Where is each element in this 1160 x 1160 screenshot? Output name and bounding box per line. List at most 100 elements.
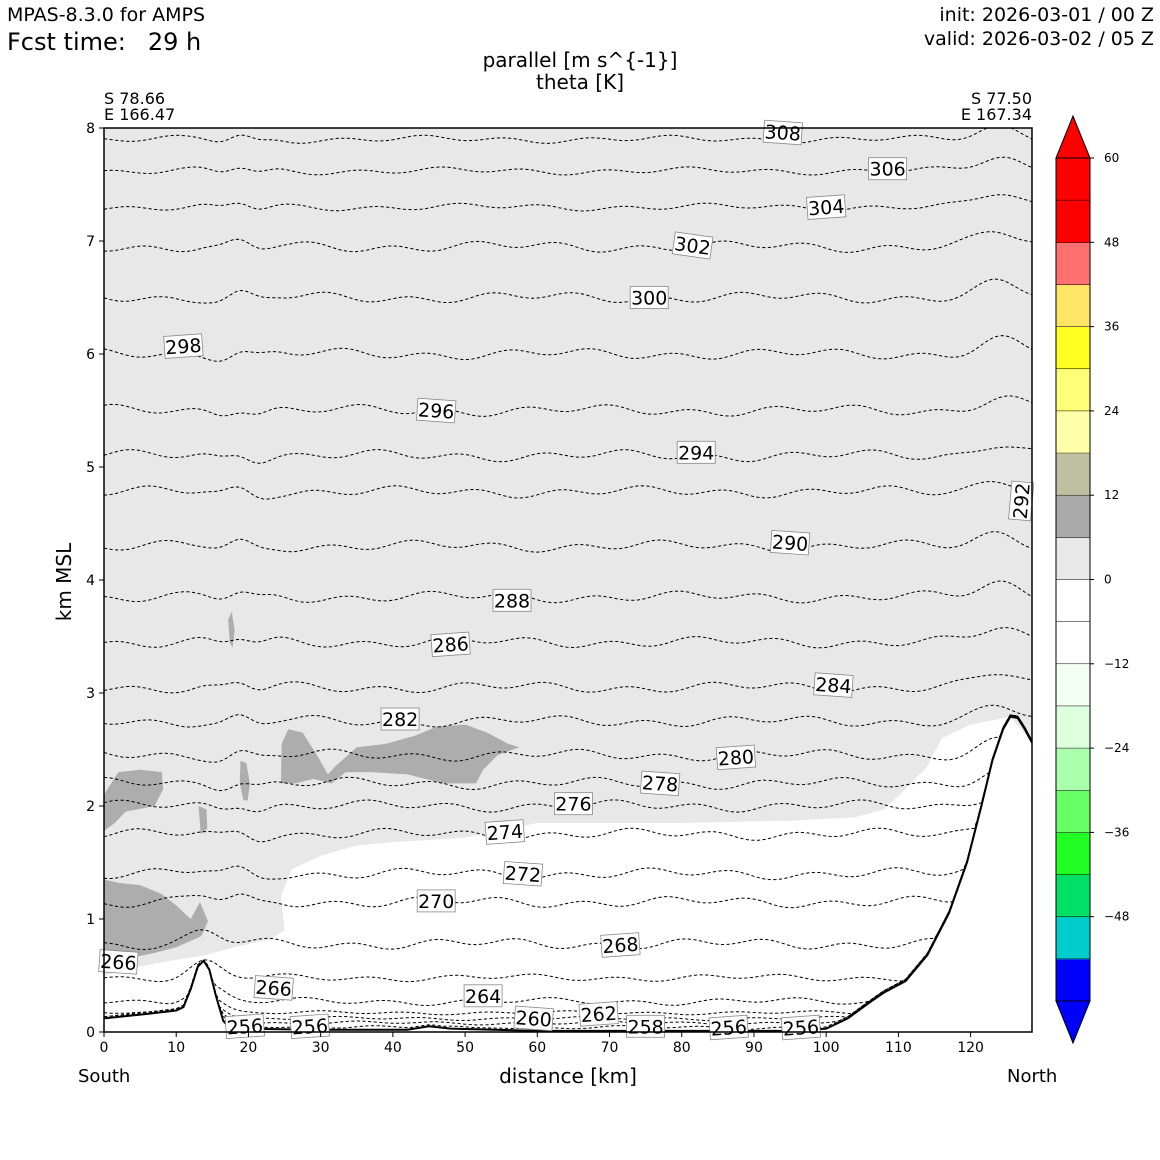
theta-label-300-0: 300 [629, 286, 669, 310]
theta-label-258-0: 258 [626, 1014, 665, 1038]
colorbar-tick-label: −36 [1104, 825, 1129, 839]
theta-contour-302 [104, 231, 1032, 253]
theta-contour-274 [104, 714, 1032, 843]
theta-label-260-0: 260 [513, 1005, 554, 1032]
terrain-line [104, 715, 1032, 1032]
theta-label-box [639, 770, 681, 797]
theta-label-262-0: 262 [578, 1001, 619, 1027]
theta-label-text: 308 [764, 121, 802, 145]
theta-label-text: 260 [515, 1007, 553, 1031]
theta-label-text: 284 [814, 674, 852, 698]
theta-label-298-0: 298 [163, 333, 204, 359]
theta-label-box [554, 792, 593, 816]
theta-label-text: 262 [580, 1003, 618, 1027]
x-tick-label: 0 [100, 1040, 109, 1056]
theta-contour-280 [104, 714, 1032, 763]
theta-label-text: 294 [678, 442, 714, 464]
x-tick-label: 120 [957, 1040, 984, 1056]
theta-label-box [671, 231, 714, 260]
theta-label-box [484, 819, 525, 845]
theta-label-288-0: 288 [492, 588, 532, 612]
theta-label-text: 292 [1010, 482, 1035, 520]
theta-label-text: 268 [602, 934, 640, 958]
y-tick-label: 3 [86, 686, 95, 702]
theta-label-270-0: 270 [416, 889, 456, 913]
x-tick-label: 70 [601, 1040, 619, 1056]
theta-contour-264 [104, 714, 1032, 1007]
theta-label-308-0: 308 [762, 119, 803, 146]
wind-fill-12-18 [104, 128, 1032, 976]
theta-label-text: 304 [807, 196, 845, 220]
x-tick-label: 10 [167, 1040, 185, 1056]
left-endpoint-lat: S 78.66 [104, 89, 166, 108]
theta-label-text: 282 [382, 709, 418, 731]
colorbar-bin-12 [1056, 453, 1090, 496]
theta-label-box [416, 397, 457, 424]
theta-label-box [463, 984, 503, 1008]
theta-label-290-0: 290 [769, 529, 811, 556]
theta-label-box [513, 1005, 554, 1032]
colorbar-tick-label: 48 [1104, 235, 1119, 249]
colorbar-bin-10 [1056, 537, 1090, 581]
theta-label-box [98, 949, 139, 975]
x-tick-label: 40 [384, 1040, 402, 1056]
theta-label-272-0: 272 [502, 861, 544, 887]
theta-label-text: 290 [771, 531, 809, 555]
theta-label-text: 258 [627, 1016, 663, 1038]
colorbar-bin-2 [1056, 874, 1090, 918]
wind-fill-18-24-1 [104, 879, 208, 958]
theta-label-text: 256 [782, 1016, 820, 1040]
colorbar-bin-13 [1056, 410, 1090, 454]
y-tick-label: 6 [86, 347, 95, 363]
theta-label-box [163, 333, 204, 359]
theta-contour-288 [104, 580, 1032, 604]
theta-label-text: 256 [710, 1016, 748, 1040]
theta-label-box [578, 1001, 619, 1027]
theta-label-box [502, 861, 544, 887]
theta-label-box [492, 588, 532, 612]
theta-label-text: 288 [494, 590, 530, 612]
theta-label-284-0: 284 [813, 672, 854, 698]
colorbar-bin-7 [1056, 663, 1090, 707]
colorbar-bin-9 [1056, 579, 1090, 623]
right-endpoint-lat: S 77.50 [970, 89, 1032, 108]
theta-contour-284 [104, 674, 1032, 694]
theta-label-text: 302 [673, 233, 712, 260]
theta-label-box [380, 707, 420, 731]
theta-label-box [676, 440, 716, 464]
theta-label-box [813, 672, 854, 698]
colorbar-bin-1 [1056, 916, 1090, 960]
theta-label-box [600, 932, 641, 958]
theta-label-282-0: 282 [380, 707, 420, 731]
colorbar-under-arrow [1055, 1000, 1091, 1045]
colorbar-bin-3 [1056, 832, 1090, 876]
north-label: North [1007, 1066, 1058, 1087]
theta-label-box [253, 975, 294, 1001]
y-tick-label: 4 [86, 573, 95, 589]
colorbar-bin-15 [1056, 326, 1090, 370]
wind-fill-18-24-4 [239, 760, 250, 801]
colorbar-bin-14 [1056, 368, 1090, 412]
colorbar-bin-18 [1056, 200, 1090, 243]
theta-label-box [629, 286, 669, 309]
theta-label-text: 266 [255, 977, 293, 1001]
colorbar-bin-16 [1056, 284, 1090, 328]
theta-label-text: 266 [99, 951, 137, 975]
theta-label-box [769, 529, 811, 556]
wind-fill-18-24-2 [280, 724, 520, 784]
theta-label-box [868, 157, 907, 181]
colorbar-tick-label: 60 [1104, 151, 1119, 165]
y-tick-label: 2 [86, 799, 95, 815]
x-tick-label: 30 [312, 1040, 330, 1056]
theta-label-304-0: 304 [806, 194, 847, 220]
colorbar-bin-0 [1056, 958, 1090, 1002]
theta-label-278-0: 278 [639, 770, 681, 797]
x-tick-label: 60 [528, 1040, 546, 1056]
theta-label-text: 286 [432, 633, 470, 657]
colorbar-tick-label: −48 [1104, 910, 1129, 924]
theta-label-box [416, 889, 456, 913]
x-tick-label: 100 [813, 1040, 840, 1056]
theta-contour-268 [104, 714, 1032, 951]
theta-label-268-0: 268 [600, 932, 641, 958]
y-tick-label: 1 [86, 912, 95, 928]
